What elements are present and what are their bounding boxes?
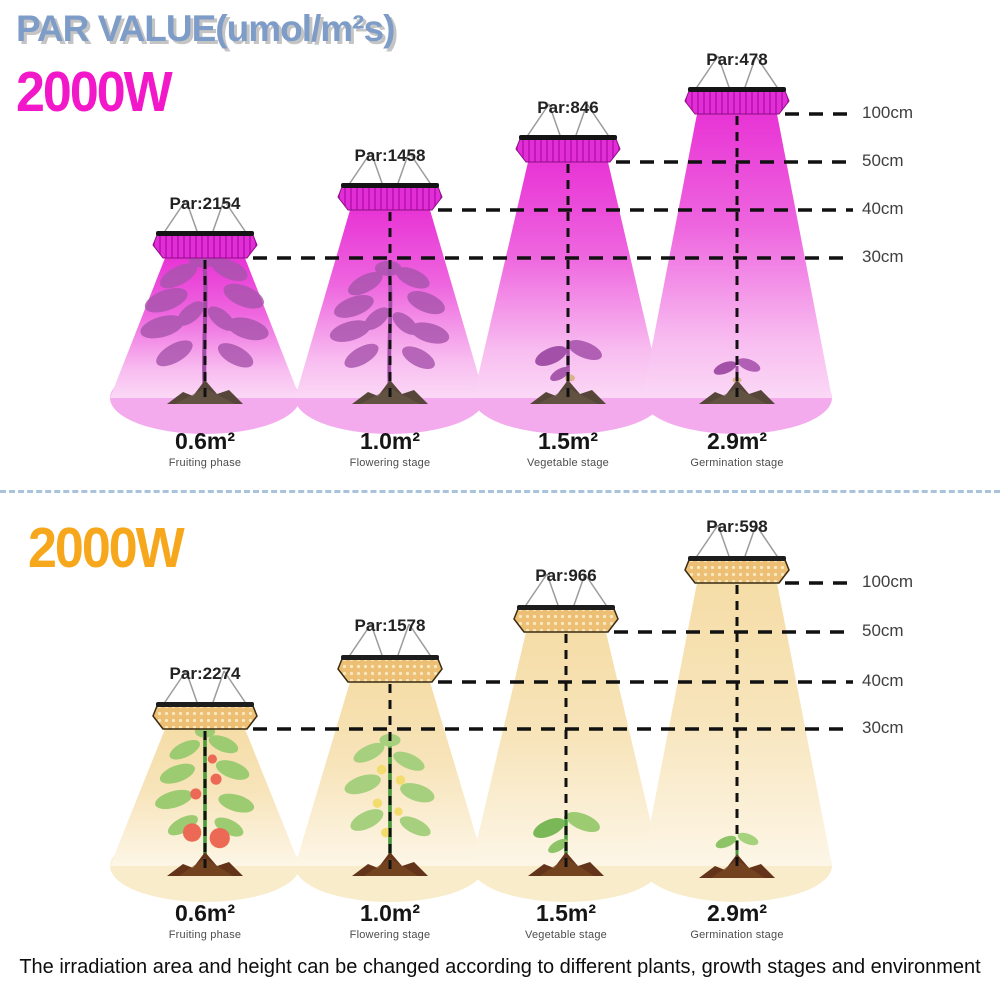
height-label: 40cm bbox=[862, 199, 904, 218]
growth-stage-label: Flowering stage bbox=[349, 457, 431, 469]
growth-stage-label: Fruiting phase bbox=[168, 457, 242, 469]
page-title: PAR VALUE(umol/m²s) bbox=[16, 8, 395, 49]
par-value-label: Par:966 bbox=[535, 566, 597, 585]
par-value-label: Par:478 bbox=[706, 50, 768, 69]
coverage-area-label: 0.6m² bbox=[174, 900, 236, 926]
par-value-label: Par:1578 bbox=[354, 616, 426, 635]
footer-note: The irradiation area and height can be c… bbox=[19, 956, 981, 978]
wattage-label-bottom: 2000W bbox=[28, 517, 185, 580]
height-label: 30cm bbox=[862, 247, 904, 266]
growth-stage-label: Flowering stage bbox=[349, 929, 431, 941]
growth-stage-label: Germination stage bbox=[690, 929, 784, 941]
section-divider bbox=[0, 490, 1000, 493]
par-value-label: Par:846 bbox=[537, 98, 599, 117]
coverage-area-label: 1.0m² bbox=[359, 428, 421, 454]
growth-stage-label: Vegetable stage bbox=[525, 929, 607, 941]
coverage-area-label: 2.9m² bbox=[706, 900, 768, 926]
warm-light-section bbox=[110, 524, 853, 902]
height-label: 100cm bbox=[862, 572, 914, 591]
pink-light-section bbox=[110, 55, 853, 434]
growth-stage-label: Germination stage bbox=[690, 457, 784, 469]
par-value-label: Par:2274 bbox=[169, 664, 241, 683]
growth-stage-label: Vegetable stage bbox=[527, 457, 609, 469]
coverage-area-label: 1.5m² bbox=[537, 428, 599, 454]
par-value-label: Par:2154 bbox=[169, 194, 241, 213]
height-label: 50cm bbox=[862, 151, 904, 170]
height-label: 40cm bbox=[862, 671, 904, 690]
center-dashed-lines bbox=[203, 585, 739, 870]
height-dashed-lines bbox=[253, 112, 853, 260]
coverage-area-label: 1.5m² bbox=[535, 900, 597, 926]
center-dashed-lines bbox=[203, 116, 739, 402]
height-label: 100cm bbox=[862, 103, 914, 122]
height-label: 50cm bbox=[862, 621, 904, 640]
growth-stage-label: Fruiting phase bbox=[168, 929, 242, 941]
coverage-area-label: 2.9m² bbox=[706, 428, 768, 454]
par-value-label: Par:598 bbox=[706, 517, 768, 536]
coverage-area-label: 0.6m² bbox=[174, 428, 236, 454]
wattage-label-top: 2000W bbox=[16, 61, 173, 124]
height-dashed-lines bbox=[253, 581, 853, 731]
coverage-area-label: 1.0m² bbox=[359, 900, 421, 926]
height-label: 30cm bbox=[862, 718, 904, 737]
par-value-label: Par:1458 bbox=[354, 146, 426, 165]
